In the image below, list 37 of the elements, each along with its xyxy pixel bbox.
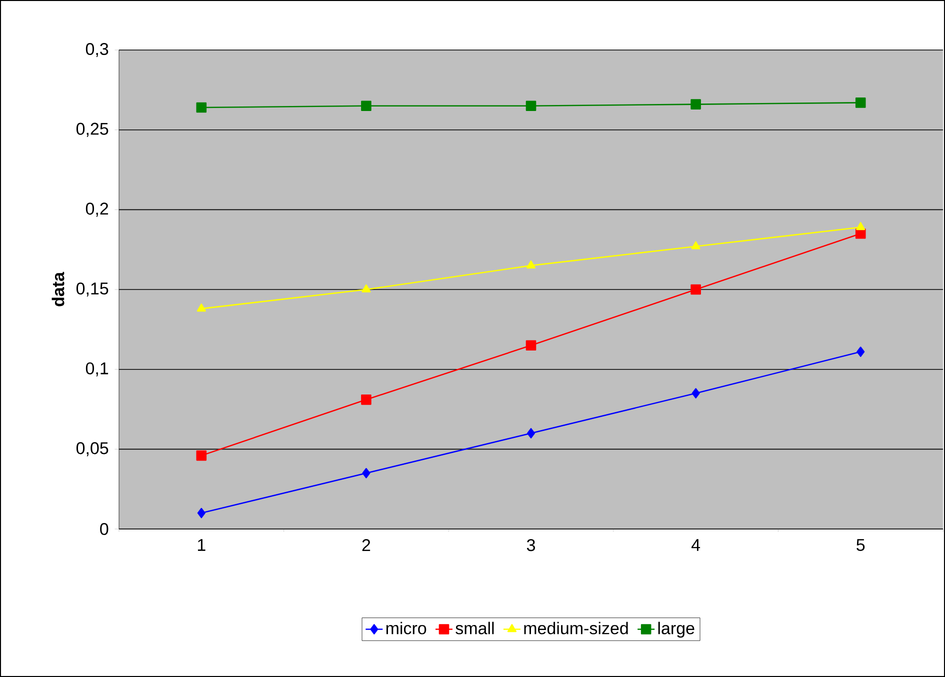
x-tick-label: 3: [526, 539, 535, 552]
legend-label: small: [456, 622, 494, 634]
point: [690, 284, 701, 295]
y-tick-label: 0: [100, 522, 108, 536]
point: [196, 304, 206, 312]
x-tick-label: 4: [691, 539, 700, 551]
point: [526, 428, 536, 438]
point: [856, 346, 865, 357]
point: [526, 260, 536, 268]
legend-label: micro: [386, 622, 426, 634]
point: [196, 450, 207, 461]
y-tick-label: 0,25: [76, 122, 108, 137]
point: [526, 340, 536, 351]
point: [197, 508, 206, 518]
y-tick-label: 0,2: [86, 202, 108, 217]
legend-label: large: [658, 622, 694, 638]
point: [856, 222, 866, 230]
point: [691, 241, 700, 250]
point: [362, 468, 370, 478]
point: [855, 228, 866, 239]
point: [361, 100, 372, 112]
legend-label: medium-sized: [524, 622, 628, 634]
point: [196, 102, 207, 113]
y-tick-label: 0,3: [86, 42, 108, 58]
y-tick-label: 0,05: [76, 442, 108, 456]
x-tick-label: 5: [856, 539, 865, 551]
point: [526, 100, 536, 112]
y-tick-label: 0,15: [76, 282, 108, 297]
point: [692, 388, 700, 398]
y-axis-title: data: [52, 272, 64, 306]
y-tick-label: 0,1: [86, 362, 108, 376]
point: [855, 98, 866, 108]
x-tick-label: 1: [198, 539, 206, 551]
x-tick-label: 2: [362, 539, 370, 551]
point: [690, 99, 701, 110]
point: [361, 394, 372, 405]
point: [362, 284, 371, 292]
